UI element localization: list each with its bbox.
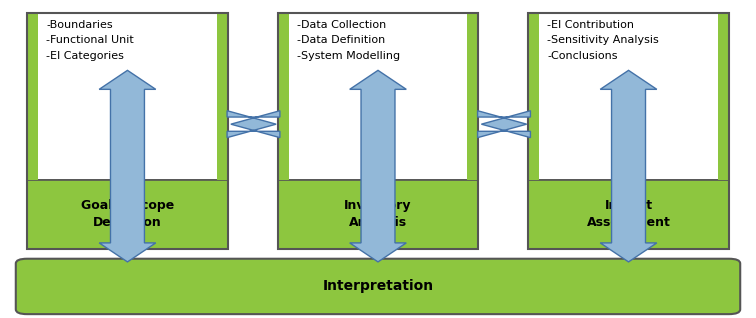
Text: Inventory
Analysis: Inventory Analysis [344, 199, 412, 229]
FancyBboxPatch shape [277, 13, 289, 180]
Text: -EI Contribution
-Sensitivity Analysis
-Conclusions: -EI Contribution -Sensitivity Analysis -… [547, 20, 659, 61]
FancyBboxPatch shape [718, 13, 729, 180]
FancyBboxPatch shape [217, 13, 228, 180]
FancyBboxPatch shape [16, 259, 740, 314]
FancyBboxPatch shape [27, 13, 228, 180]
FancyBboxPatch shape [27, 13, 38, 180]
Polygon shape [227, 111, 280, 138]
FancyBboxPatch shape [528, 13, 729, 180]
FancyBboxPatch shape [277, 180, 479, 249]
Text: -Boundaries
-Functional Unit
-EI Categories: -Boundaries -Functional Unit -EI Categor… [46, 20, 134, 61]
Polygon shape [350, 70, 406, 262]
Text: -Data Collection
-Data Definition
-System Modelling: -Data Collection -Data Definition -Syste… [296, 20, 400, 61]
Polygon shape [99, 70, 156, 262]
FancyBboxPatch shape [528, 180, 729, 249]
FancyBboxPatch shape [528, 13, 539, 180]
FancyBboxPatch shape [27, 180, 228, 249]
Polygon shape [600, 70, 657, 262]
Text: Impact
Assessment: Impact Assessment [587, 199, 671, 229]
FancyBboxPatch shape [467, 13, 479, 180]
Text: Interpretation: Interpretation [323, 280, 433, 294]
Text: Goal & Scope
Definition: Goal & Scope Definition [81, 199, 174, 229]
Polygon shape [478, 111, 531, 138]
FancyBboxPatch shape [277, 13, 479, 180]
